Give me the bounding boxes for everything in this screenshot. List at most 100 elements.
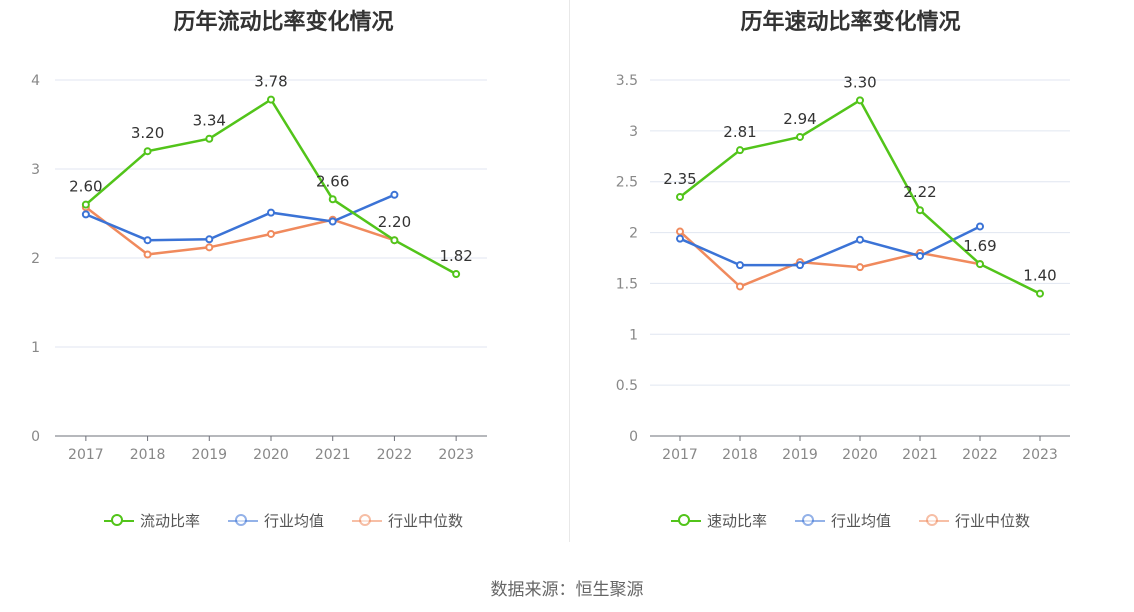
series-line-2 (85, 206, 395, 256)
x-tick-label: 2019 (191, 447, 227, 463)
legend-dot (110, 513, 123, 526)
data-label: 2.22 (903, 183, 936, 201)
y-tick-label: 2 (31, 251, 40, 267)
legend-dot (801, 513, 814, 526)
data-point[interactable] (328, 195, 337, 204)
chart-title: 历年速动比率变化情况 (740, 10, 961, 35)
current-ratio-plot: 0 1 2 3 4 2017 2018 2019 2020 2021 2022 2023 2.60 3.2… (31, 73, 487, 463)
data-point[interactable] (736, 282, 744, 291)
legend-item[interactable]: 行业均值 (227, 510, 324, 531)
legend: 流动比率 行业均值 行业中位数 (0, 510, 567, 531)
data-point[interactable] (267, 229, 275, 238)
y-tick-label: 1 (629, 327, 638, 343)
data-point[interactable] (390, 236, 399, 245)
data-label: 1.40 (1023, 267, 1056, 285)
y-tick-label: 0.5 (616, 378, 638, 394)
legend-item[interactable]: 速动比率 (670, 510, 767, 531)
y-tick-label: 1.5 (616, 276, 638, 292)
y-tick-label: 4 (31, 73, 40, 89)
y-tick-label: 0 (31, 429, 40, 445)
data-label: 2.94 (783, 110, 816, 128)
legend-item[interactable]: 行业中位数 (352, 510, 463, 531)
data-point[interactable] (81, 210, 90, 219)
data-point[interactable] (916, 206, 924, 215)
data-label: 1.69 (963, 237, 996, 255)
legend-label: 行业均值 (830, 512, 891, 530)
series-line-1 (85, 193, 395, 242)
legend-marker-icon (227, 513, 258, 528)
x-tick-label: 2023 (438, 447, 474, 463)
series-line-2 (679, 230, 981, 288)
data-point[interactable] (856, 235, 864, 244)
legend-item[interactable]: 流动比率 (103, 510, 200, 531)
x-tick-label: 2017 (662, 447, 698, 463)
data-point[interactable] (796, 132, 804, 141)
legend-item[interactable]: 行业均值 (794, 510, 891, 531)
y-tick-label: 3 (31, 162, 40, 178)
x-tick-label: 2021 (315, 447, 351, 463)
legend-item[interactable]: 行业中位数 (919, 510, 1030, 531)
legend-label: 流动比率 (139, 512, 200, 530)
data-point[interactable] (976, 222, 984, 231)
data-point[interactable] (676, 234, 684, 243)
legend-label: 行业中位数 (955, 512, 1031, 530)
data-label: 2.35 (663, 170, 696, 188)
y-tick-label: 2 (629, 226, 638, 242)
data-point[interactable] (267, 208, 275, 217)
data-point[interactable] (328, 217, 337, 226)
x-tick-label: 2018 (130, 447, 166, 463)
data-point[interactable] (736, 146, 744, 155)
legend-label: 行业均值 (263, 512, 324, 530)
data-point[interactable] (856, 263, 864, 272)
legend-marker-icon (103, 513, 134, 528)
legend-label: 行业中位数 (388, 512, 464, 530)
data-point[interactable] (976, 260, 984, 269)
legend-marker-icon (794, 513, 825, 528)
x-tick-label: 2022 (377, 447, 413, 463)
data-point[interactable] (390, 190, 399, 199)
legend-marker-icon (670, 513, 701, 528)
data-point[interactable] (916, 251, 924, 260)
series-line-1 (679, 225, 981, 267)
data-point[interactable] (205, 134, 214, 143)
x-tick-label: 2022 (962, 447, 998, 463)
data-point[interactable] (676, 227, 684, 236)
data-label: 2.20 (378, 213, 411, 231)
legend: 速动比率 行业均值 行业中位数 (567, 510, 1134, 531)
legend-dot (234, 513, 247, 526)
data-point[interactable] (856, 96, 864, 105)
data-point[interactable] (205, 243, 214, 252)
data-point[interactable] (143, 236, 152, 245)
data-point[interactable] (267, 95, 275, 104)
y-tick-label: 0 (629, 429, 638, 445)
data-point[interactable] (796, 261, 804, 270)
y-tick-label: 3.5 (616, 73, 638, 89)
data-point[interactable] (143, 250, 152, 259)
x-tick-label: 2020 (253, 447, 289, 463)
quick-ratio-plot: 0 0.5 1 1.5 2 2.5 3 3.5 2017 2018 2019 2020 2021 2022… (616, 73, 1070, 463)
data-label: 3.30 (843, 73, 876, 91)
data-point[interactable] (676, 192, 684, 201)
x-tick-label: 2019 (782, 447, 818, 463)
x-tick-label: 2018 (722, 447, 758, 463)
data-label: 3.34 (193, 112, 226, 130)
chart-title: 历年流动比率变化情况 (173, 10, 394, 35)
data-point[interactable] (81, 200, 90, 209)
data-point[interactable] (1036, 289, 1044, 298)
data-point[interactable] (205, 235, 214, 244)
data-label: 3.78 (254, 73, 287, 91)
legend-dot (926, 513, 938, 526)
current-ratio-chart: 历年流动比率变化情况 0 1 2 3 4 2017 2018 2019 2020 2021 2022… (0, 0, 567, 560)
x-tick-label: 2020 (842, 447, 878, 463)
data-source: 数据来源：恒生聚源 (490, 580, 644, 600)
legend-dot (677, 513, 690, 526)
y-tick-label: 2.5 (616, 175, 638, 191)
data-point[interactable] (736, 261, 744, 270)
y-tick-label: 3 (629, 124, 638, 140)
data-point[interactable] (452, 270, 461, 279)
x-tick-label: 2023 (1022, 447, 1058, 463)
data-point[interactable] (143, 147, 152, 156)
y-tick-label: 1 (31, 340, 40, 356)
quick-ratio-chart: 历年速动比率变化情况 0 0.5 1 1.5 2 2.5 3 3.5 2017 2018 2019 2… (567, 0, 1134, 560)
data-label: 2.81 (723, 123, 756, 141)
